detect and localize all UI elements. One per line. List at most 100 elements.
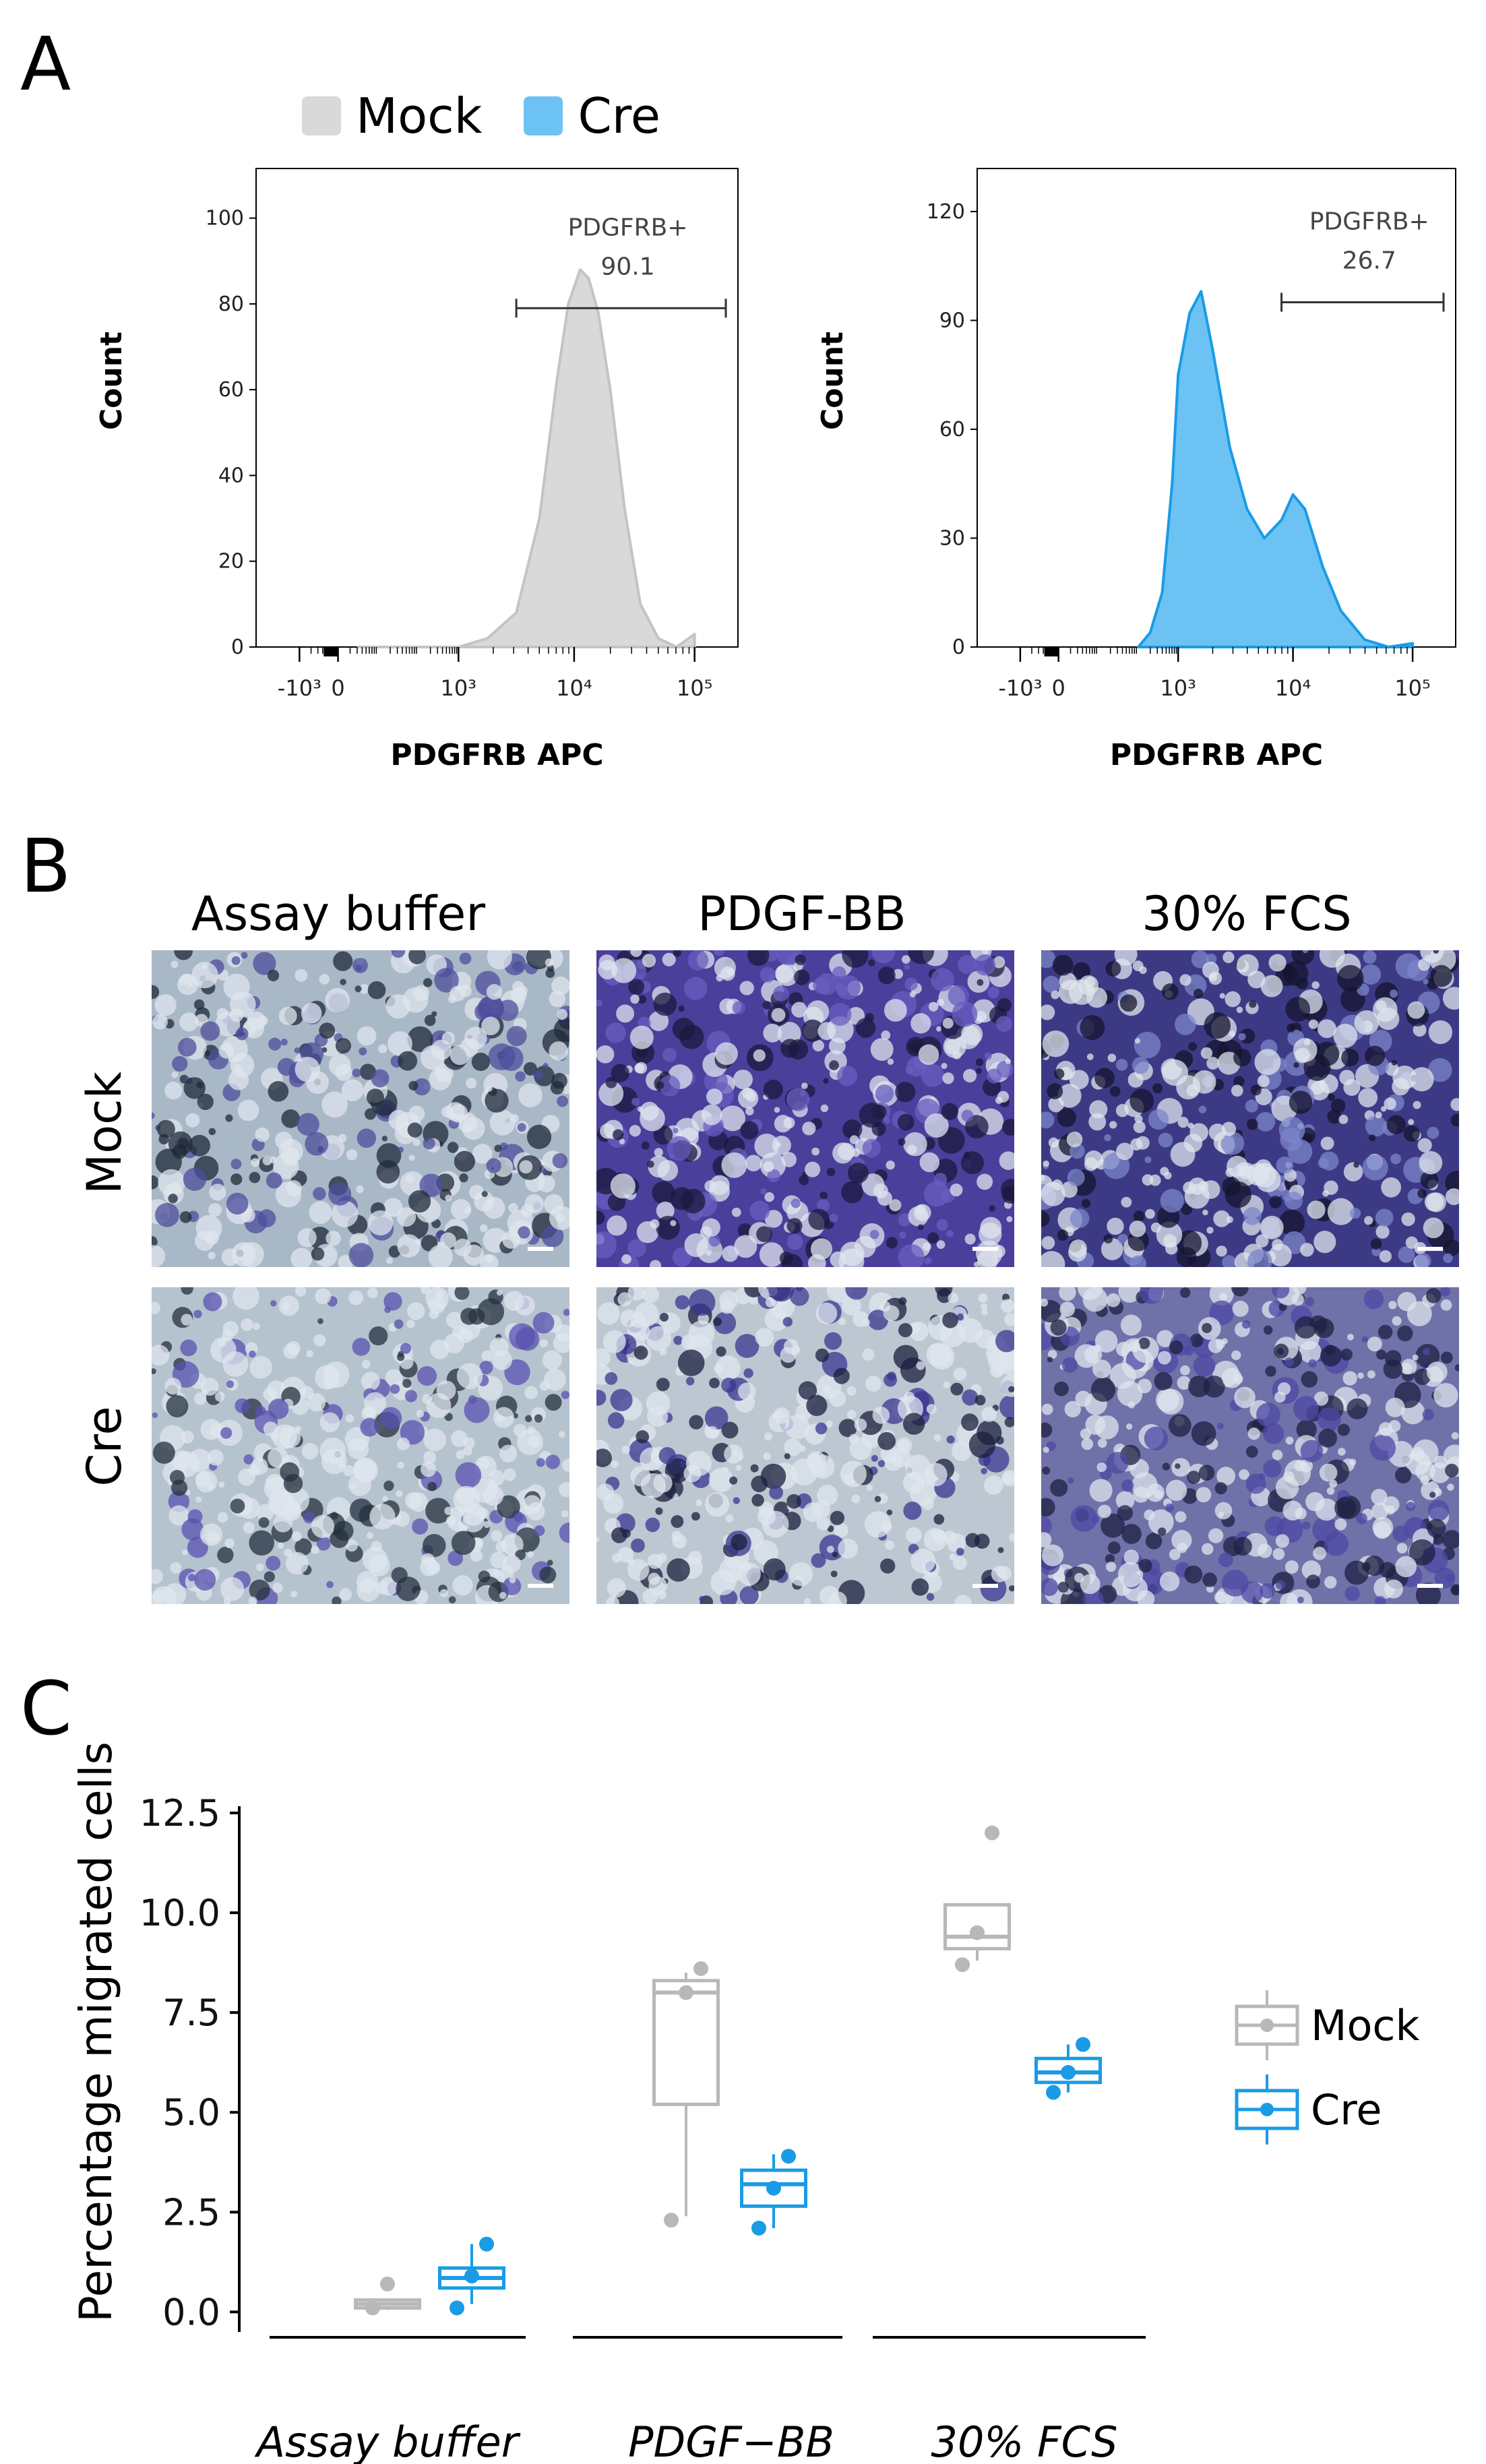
cell-blob xyxy=(481,1350,493,1362)
cell-blob xyxy=(1157,1351,1171,1365)
cell-blob xyxy=(944,1039,960,1055)
cell-blob xyxy=(163,1583,187,1604)
cell-blob xyxy=(745,1154,762,1172)
cell-blob xyxy=(743,1368,753,1378)
cell-blob xyxy=(886,1160,895,1170)
cell-blob xyxy=(1109,1363,1136,1389)
cell-blob xyxy=(1306,1574,1320,1589)
cell-blob xyxy=(1184,1565,1203,1584)
cell-blob xyxy=(1433,950,1439,954)
cell-blob xyxy=(253,1322,261,1330)
cell-blob xyxy=(999,1151,1014,1170)
legend-key-point-cre xyxy=(1260,2103,1274,2116)
cell-blob xyxy=(1052,954,1074,976)
cell-blob xyxy=(249,1171,261,1183)
cell-blob xyxy=(605,1076,617,1088)
cell-blob xyxy=(808,1208,830,1231)
cell-blob xyxy=(1202,1543,1214,1556)
cell-blob xyxy=(1275,1580,1286,1590)
cell-blob xyxy=(1442,1530,1459,1549)
cell-blob xyxy=(1397,1325,1413,1342)
cell-blob xyxy=(975,1329,995,1349)
cell-blob xyxy=(1096,1462,1107,1473)
cell-blob xyxy=(1369,1434,1396,1461)
cell-blob xyxy=(181,1314,193,1326)
cell-blob xyxy=(653,1125,673,1145)
cell-blob xyxy=(848,1434,859,1444)
cell-blob xyxy=(1367,1336,1382,1352)
cell-blob xyxy=(627,1287,646,1301)
cell-blob xyxy=(534,1414,543,1423)
cell-blob xyxy=(1339,1070,1355,1086)
cell-blob xyxy=(596,1537,600,1543)
cell-blob xyxy=(950,1382,964,1396)
cell-blob xyxy=(656,1215,680,1240)
cell-blob xyxy=(388,1031,412,1057)
cell-blob xyxy=(1341,1049,1359,1067)
cell-blob xyxy=(926,1342,951,1367)
cell-blob xyxy=(485,1088,509,1113)
cell-blob xyxy=(829,1060,839,1071)
cell-blob xyxy=(412,1518,429,1535)
cell-blob xyxy=(1443,1444,1459,1468)
cell-blob xyxy=(1408,1119,1415,1126)
gate-value: 90.1 xyxy=(600,253,654,280)
cell-blob xyxy=(272,1582,283,1593)
cell-blob xyxy=(1413,1101,1421,1109)
cell-blob xyxy=(197,1093,214,1111)
cell-blob xyxy=(448,1596,456,1604)
cell-blob xyxy=(868,959,875,966)
cell-blob xyxy=(950,1183,963,1197)
micrograph-cre-30-fcs xyxy=(1041,1287,1459,1604)
cell-blob xyxy=(679,1024,704,1049)
cell-blob xyxy=(991,1566,1008,1582)
data-point-cre xyxy=(766,2180,781,2196)
cell-blob xyxy=(1041,1298,1049,1307)
cell-blob xyxy=(1356,1512,1367,1524)
cell-blob xyxy=(383,1480,394,1491)
cell-blob xyxy=(1217,1423,1224,1430)
cell-blob xyxy=(1379,1250,1392,1263)
micrograph-grid xyxy=(152,950,1459,1604)
cell-blob xyxy=(865,1376,881,1392)
cell-blob xyxy=(152,1245,166,1267)
cell-blob xyxy=(241,1318,253,1331)
cell-blob xyxy=(1064,1400,1082,1418)
cell-blob xyxy=(249,1350,256,1358)
cell-blob xyxy=(431,1039,452,1060)
cell-blob xyxy=(1041,950,1056,968)
cell-blob xyxy=(830,1570,838,1578)
cell-blob xyxy=(1233,1537,1252,1556)
cell-blob xyxy=(1340,1348,1353,1361)
cell-blob xyxy=(605,1022,626,1043)
cell-blob xyxy=(311,1247,325,1261)
cell-blob xyxy=(339,1588,352,1601)
cell-blob xyxy=(177,1038,197,1057)
cell-blob xyxy=(152,985,160,999)
cell-blob xyxy=(784,1453,791,1460)
y-axis-label: Count xyxy=(94,332,129,430)
cell-blob xyxy=(924,1257,932,1265)
cell-blob xyxy=(933,1434,941,1442)
cell-blob xyxy=(871,1454,878,1462)
cell-blob xyxy=(927,1232,939,1244)
cell-blob xyxy=(777,1022,801,1045)
cell-blob xyxy=(653,992,677,1016)
cell-blob xyxy=(561,1390,569,1399)
cell-blob xyxy=(962,1314,969,1320)
cell-blob xyxy=(199,1523,223,1546)
cell-blob xyxy=(1191,950,1210,968)
cell-blob xyxy=(768,1287,795,1302)
y-tick-label: 7.5 xyxy=(162,1992,220,2034)
cell-blob xyxy=(1206,1584,1214,1593)
cell-blob xyxy=(1101,1513,1125,1538)
cell-blob xyxy=(977,979,984,986)
cell-blob xyxy=(499,1592,507,1599)
cell-blob xyxy=(861,1318,870,1327)
cell-blob xyxy=(1001,1470,1014,1487)
cell-blob xyxy=(397,1146,404,1153)
cell-blob xyxy=(1203,1376,1225,1398)
cell-blob xyxy=(1059,1287,1076,1301)
cell-blob xyxy=(1050,1479,1068,1497)
cell-blob xyxy=(932,1529,947,1544)
